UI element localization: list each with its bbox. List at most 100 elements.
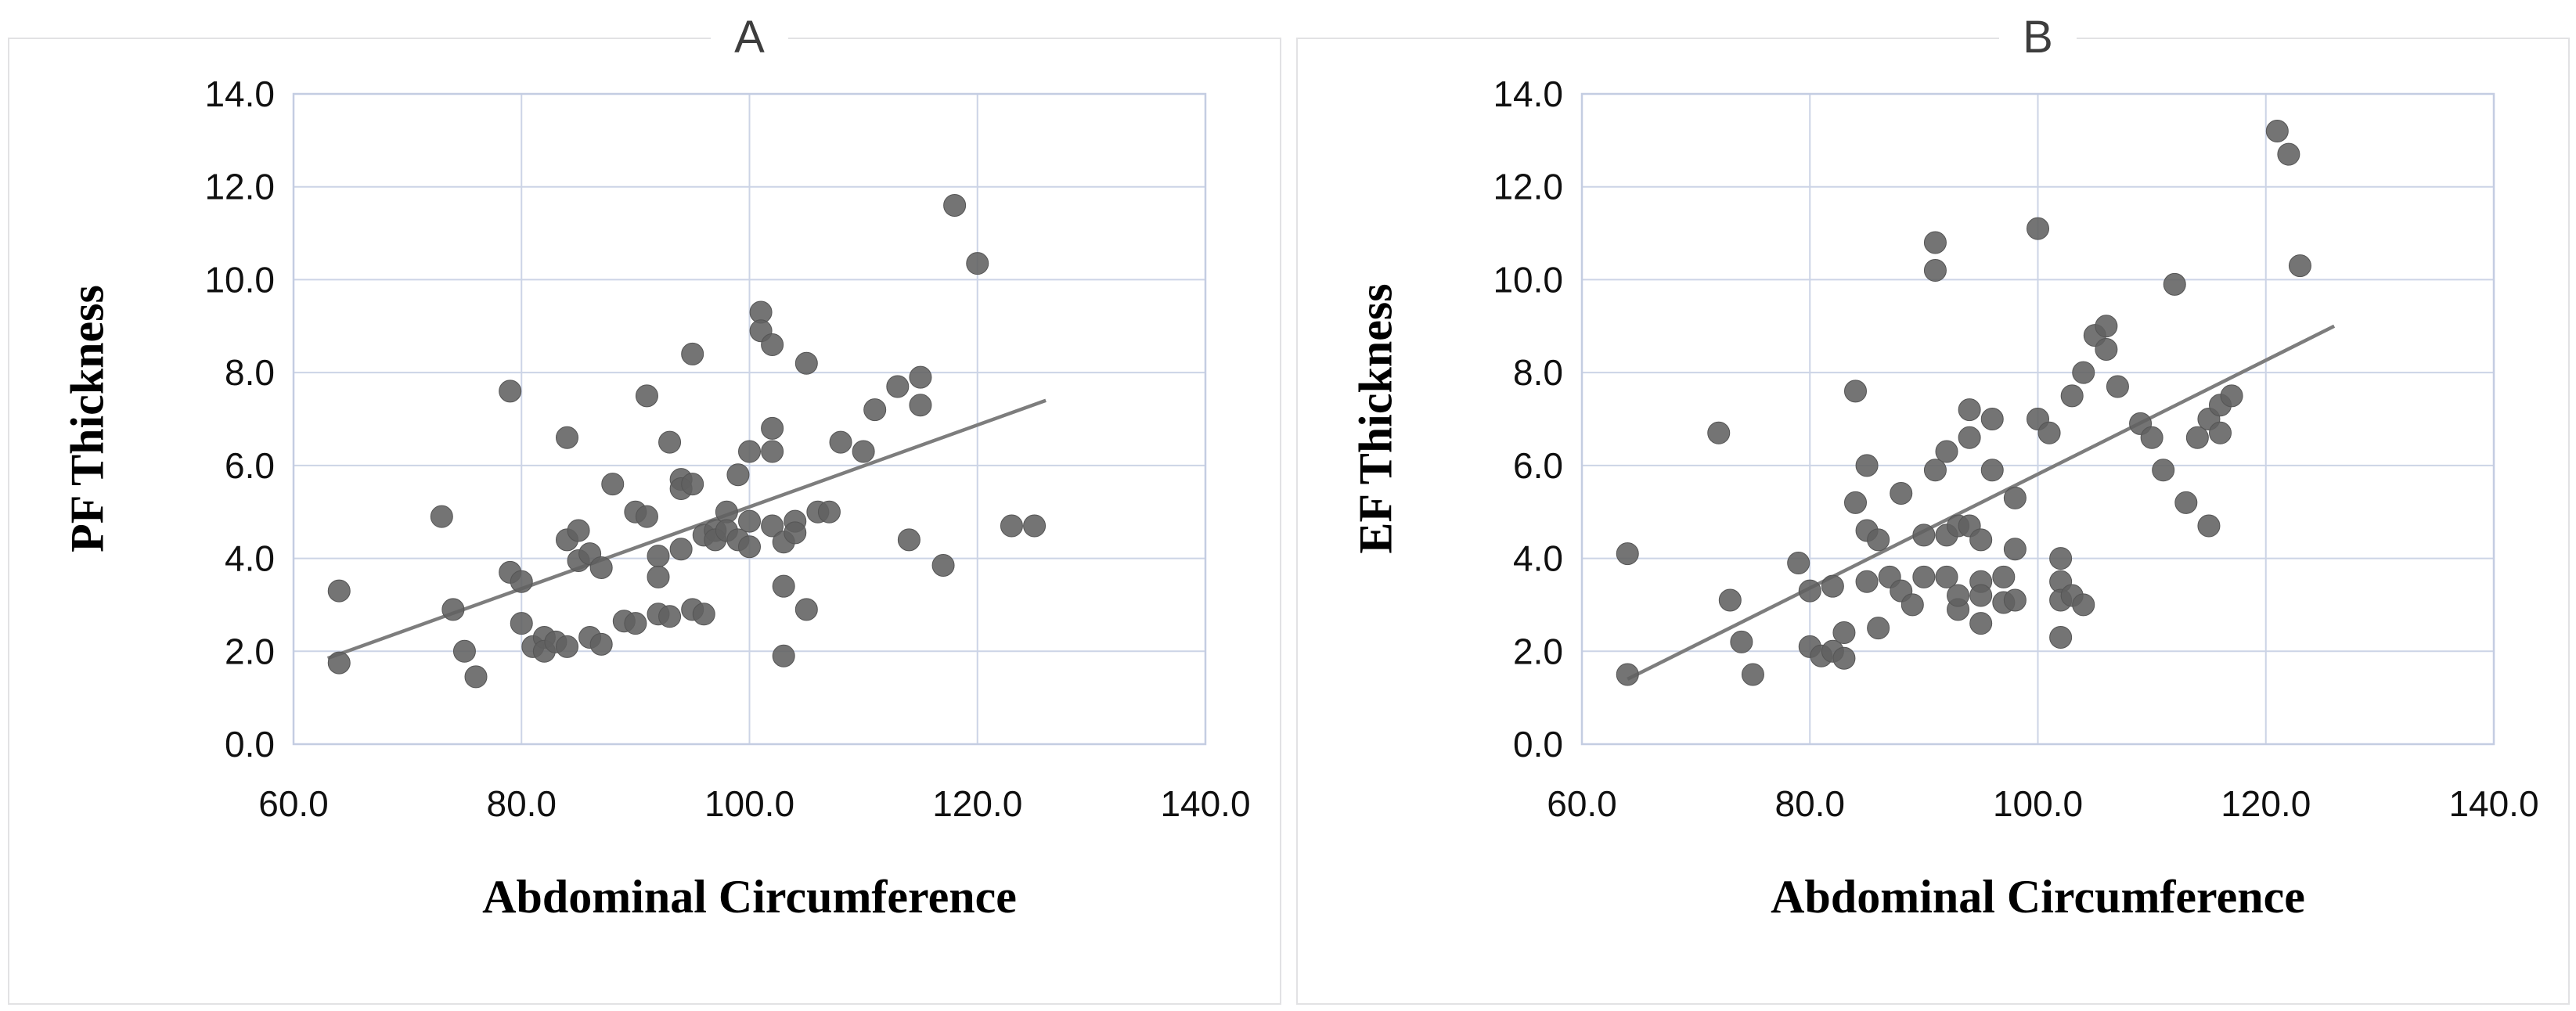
x-tick-label: 80.0 xyxy=(486,783,557,824)
x-tick-label: 100.0 xyxy=(1993,783,2083,824)
data-point xyxy=(1741,663,1764,686)
data-point xyxy=(2197,514,2221,538)
data-point xyxy=(1855,454,1879,477)
panel-a-y-axis-title: PF Thickness xyxy=(61,285,113,552)
data-point xyxy=(772,644,795,667)
panel-b: B EF Thickness 60.0 80.0 100.0 120.0 140.0 0.… xyxy=(1288,0,2576,1011)
panel-a-letter-text: A xyxy=(711,12,788,63)
data-point xyxy=(738,440,761,463)
x-tick-label: 120.0 xyxy=(932,783,1022,824)
data-point xyxy=(589,632,613,656)
data-point xyxy=(647,565,670,588)
data-point xyxy=(943,193,967,217)
data-point xyxy=(681,342,704,365)
data-point xyxy=(738,509,761,533)
data-point xyxy=(1821,574,1844,598)
data-point xyxy=(1935,565,1958,588)
data-point xyxy=(2185,426,2209,449)
data-point xyxy=(852,440,875,463)
data-point xyxy=(1844,380,1867,403)
data-point xyxy=(601,473,625,496)
y-tick-label: 14.0 xyxy=(1493,74,1563,114)
data-point xyxy=(1969,612,1993,635)
data-point xyxy=(589,556,613,579)
data-point xyxy=(794,351,818,375)
data-point xyxy=(1832,646,1856,670)
data-point xyxy=(1867,528,1890,552)
data-point xyxy=(464,665,488,689)
data-point xyxy=(909,365,932,389)
plot-border xyxy=(1580,92,2495,746)
data-point xyxy=(2152,459,2175,482)
data-point xyxy=(1844,491,1867,514)
y-tick-label: 10.0 xyxy=(204,259,275,300)
data-point xyxy=(863,398,887,422)
panel-a-plot-area: 60.0 80.0 100.0 120.0 140.0 0.0 2.0 4.0 6.0 8.0 10… xyxy=(204,74,1250,824)
data-point xyxy=(761,440,784,463)
data-point xyxy=(1958,426,1981,449)
data-point xyxy=(2037,421,2061,444)
data-point xyxy=(327,651,351,675)
data-point xyxy=(624,612,647,635)
data-point xyxy=(499,380,522,403)
data-point xyxy=(726,463,750,487)
data-point xyxy=(1969,584,1993,607)
data-point xyxy=(1935,440,1958,463)
data-point xyxy=(2277,142,2300,166)
data-point xyxy=(1923,259,1947,282)
data-point xyxy=(1798,579,1821,603)
data-point xyxy=(794,598,818,621)
y-tick-label: 12.0 xyxy=(1493,167,1563,207)
data-point xyxy=(556,426,578,449)
panel-a-letter: A xyxy=(294,11,1205,63)
data-point xyxy=(681,473,704,496)
data-point xyxy=(1923,459,1947,482)
data-point xyxy=(2174,491,2198,514)
data-point xyxy=(1718,588,1742,612)
data-point xyxy=(647,545,670,568)
data-point xyxy=(784,521,807,545)
data-point xyxy=(2060,384,2084,408)
y-tick-label: 8.0 xyxy=(1513,352,1563,393)
data-point xyxy=(658,605,682,628)
data-point xyxy=(2049,547,2073,570)
data-point xyxy=(1855,570,1879,593)
data-point xyxy=(1980,459,2004,482)
data-point xyxy=(1958,398,1981,422)
y-tick-label: 6.0 xyxy=(225,445,275,486)
y-tick-label: 0.0 xyxy=(1513,724,1563,765)
data-point xyxy=(510,570,533,593)
data-point xyxy=(1730,630,1753,653)
panel-b-x-axis-title: Abdominal Circumference xyxy=(1771,871,2305,923)
y-tick-label: 2.0 xyxy=(1513,631,1563,671)
data-point xyxy=(669,538,693,561)
data-point xyxy=(327,579,351,603)
data-point xyxy=(1923,231,1947,254)
data-point xyxy=(441,598,465,621)
x-tick-label: 60.0 xyxy=(1547,783,1617,824)
data-point xyxy=(966,252,989,275)
plot-border xyxy=(292,92,1207,746)
data-point xyxy=(897,528,921,552)
data-point xyxy=(510,612,533,635)
data-point xyxy=(2209,421,2232,444)
x-tick-label: 120.0 xyxy=(2221,783,2311,824)
data-point xyxy=(2220,384,2243,408)
y-tick-label: 8.0 xyxy=(225,352,275,393)
data-point xyxy=(2106,375,2129,398)
x-tick-label: 100.0 xyxy=(704,783,794,824)
data-point xyxy=(1912,565,1936,588)
x-tick-label: 140.0 xyxy=(2448,783,2538,824)
data-point xyxy=(1787,552,1810,575)
x-tick-label: 80.0 xyxy=(1774,783,1845,824)
data-point xyxy=(772,574,795,598)
data-point xyxy=(738,535,761,559)
trendline xyxy=(1627,324,2336,681)
data-point xyxy=(1867,617,1890,640)
panel-b-letter: B xyxy=(1582,11,2494,63)
data-point xyxy=(909,394,932,417)
data-point xyxy=(2003,486,2027,509)
data-point xyxy=(1992,565,2016,588)
data-point xyxy=(2095,337,2118,361)
